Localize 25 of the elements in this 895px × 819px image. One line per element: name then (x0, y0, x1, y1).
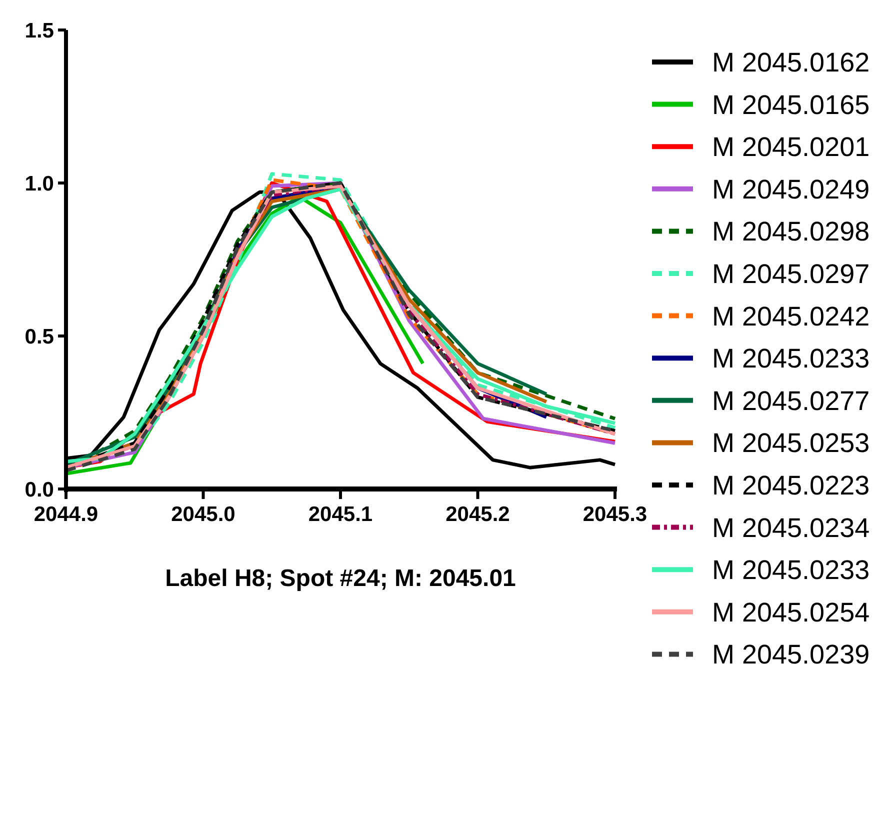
legend-label: M 2045.0253 (712, 428, 870, 458)
legend-label: M 2045.0234 (712, 512, 870, 543)
x-tick-label: 2045.3 (582, 503, 648, 526)
legend-label: M 2045.0233 (712, 555, 870, 586)
x-axis-title: Label H8; Spot #24; M: 2045.01 (165, 565, 516, 592)
legend-label: M 2045.0277 (712, 386, 870, 416)
legend-label: M 2045.0298 (712, 216, 870, 247)
legend-label: M 2045.0223 (712, 470, 870, 500)
x-tick-label: 2045.0 (171, 503, 236, 526)
y-tick-label: 1.5 (24, 19, 54, 42)
legend-label: M 2045.0297 (712, 258, 870, 289)
legend-label: M 2045.0165 (712, 90, 870, 120)
x-tick-label: 2045.1 (308, 503, 373, 526)
legend-label: M 2045.0233 (712, 344, 870, 374)
x-tick-label: 2044.9 (34, 503, 98, 526)
legend-label: M 2045.0242 (712, 301, 870, 332)
y-tick-label: 0.0 (24, 478, 54, 502)
legend-label: M 2045.0239 (712, 640, 870, 670)
x-tick-label: 2045.2 (446, 503, 510, 526)
legend-label: M 2045.0249 (712, 174, 870, 204)
legend-label: M 2045.0201 (712, 132, 870, 162)
y-tick-label: 0.5 (24, 325, 54, 348)
legend-label: M 2045.0162 (712, 47, 870, 78)
y-tick-label: 1.0 (24, 172, 54, 196)
legend-label: M 2045.0254 (712, 597, 870, 628)
